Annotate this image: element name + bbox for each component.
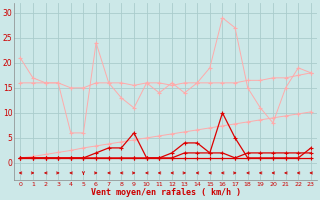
X-axis label: Vent moyen/en rafales ( km/h ): Vent moyen/en rafales ( km/h ) — [91, 188, 241, 197]
